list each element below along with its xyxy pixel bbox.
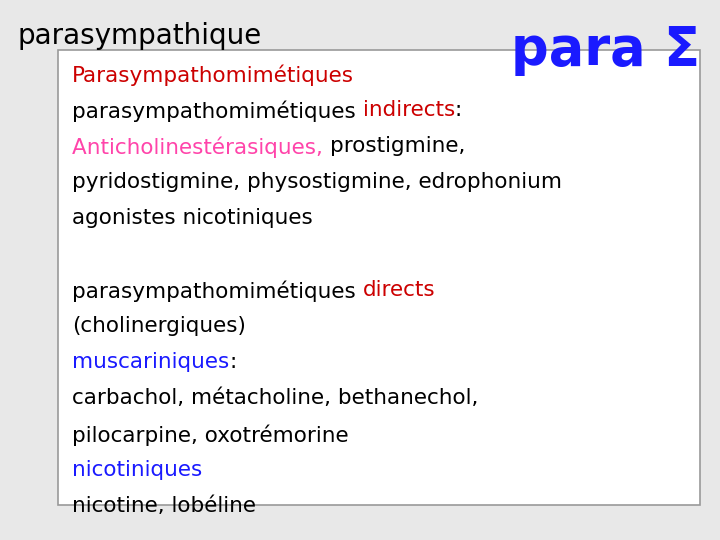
Text: parasympathomimétiques: parasympathomimétiques [72, 100, 363, 122]
Text: :: : [455, 100, 462, 120]
Text: nicotine, lobéline: nicotine, lobéline [72, 496, 256, 516]
Text: carbachol, métacholine, bethanechol,: carbachol, métacholine, bethanechol, [72, 388, 478, 408]
Text: nicotiniques: nicotiniques [72, 460, 202, 480]
Text: indirects: indirects [363, 100, 455, 120]
Text: Anticholinestérasiques,: Anticholinestérasiques, [72, 136, 330, 158]
Text: para Σ: para Σ [511, 24, 700, 76]
Text: muscariniques: muscariniques [72, 352, 229, 372]
Text: parasympathomimétiques: parasympathomimétiques [72, 280, 363, 301]
Text: directs: directs [363, 280, 436, 300]
Bar [58, 50, 700, 505]
Text: (cholinergiques): (cholinergiques) [72, 316, 246, 336]
Text: pilocarpine, oxotrémorine: pilocarpine, oxotrémorine [72, 424, 348, 446]
Text: agonistes nicotiniques: agonistes nicotiniques [72, 208, 312, 228]
Text: Parasympathomimétiques: Parasympathomimétiques [72, 64, 354, 85]
Text: pyridostigmine, physostigmine, edrophonium: pyridostigmine, physostigmine, edrophoni… [72, 172, 562, 192]
Text: prostigmine,: prostigmine, [330, 136, 465, 156]
Text: parasympathique: parasympathique [18, 22, 262, 50]
Text: :: : [229, 352, 236, 372]
